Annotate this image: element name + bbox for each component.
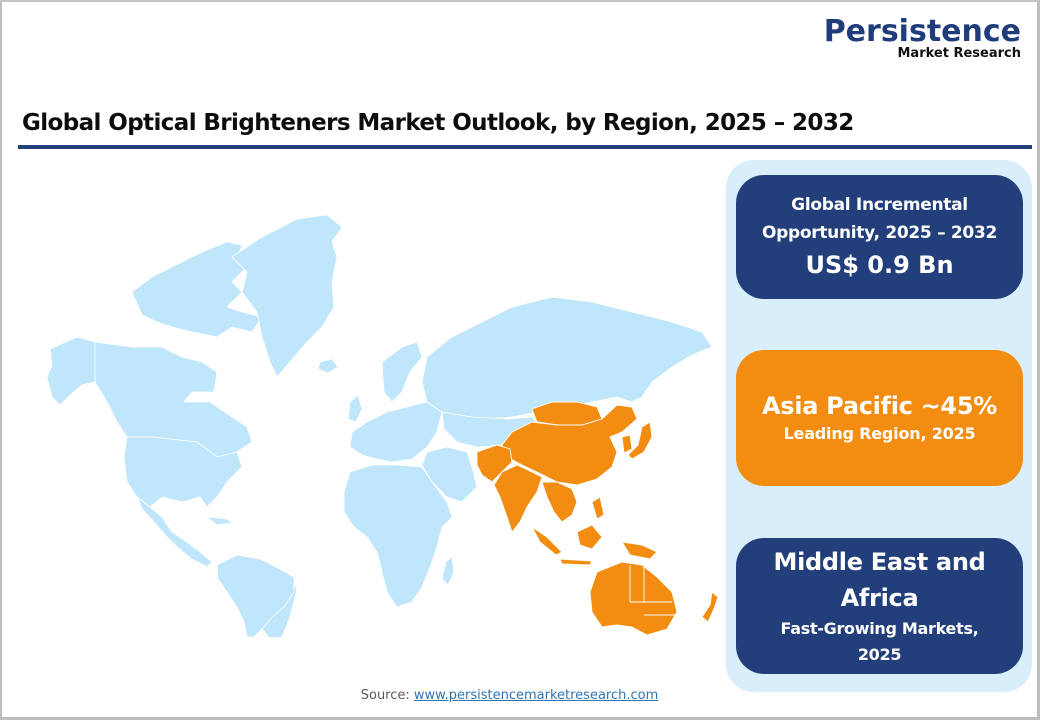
map-region-russia [421, 296, 713, 420]
map-region-new-guinea [621, 541, 658, 560]
logo-name: Persistence [823, 14, 1021, 49]
map-region-southeast-asia [541, 481, 578, 523]
leading-region-card: Asia Pacific ~45% Leading Region, 2025 [736, 350, 1023, 486]
source-prefix: Source: [360, 688, 414, 703]
map-region-australia [589, 561, 678, 636]
map-region-middle-east [421, 446, 478, 503]
incremental-opportunity-card: Global Incremental Opportunity, 2025 – 2… [736, 175, 1023, 299]
map-region-korea [621, 434, 633, 454]
map-region-scandinavia [381, 341, 423, 403]
map-region-java [559, 558, 593, 566]
logo-tagline: Market Research [897, 46, 1022, 61]
source-note: Source: www.persistencemarketresearch.co… [2, 688, 1017, 703]
map-region-mexico [136, 495, 213, 568]
map-region-uk [347, 394, 363, 423]
map-region-philippines [591, 496, 605, 520]
map-region-india [493, 464, 543, 533]
title-divider [18, 145, 1032, 149]
card-label: 2025 [857, 645, 902, 664]
map-region-caribbean [205, 516, 233, 526]
map-region-canada [94, 341, 253, 458]
map-region-china [501, 404, 638, 486]
map-region-iceland [317, 358, 339, 374]
map-region-alaska [46, 336, 96, 406]
map-region-mongolia [531, 401, 603, 426]
map-region-south-america-body [216, 554, 295, 637]
map-region-sumatra [531, 526, 563, 556]
page-title: Global Optical Brighteners Market Outloo… [22, 110, 854, 136]
source-link[interactable]: www.persistencemarketresearch.com [413, 688, 659, 703]
world-map [46, 214, 719, 637]
map-region-japan [627, 421, 653, 460]
map-region-borneo [576, 524, 603, 550]
card-label: Fast-Growing Markets, [780, 619, 979, 638]
card-value: US$ 0.9 Bn [805, 251, 954, 279]
map-region-arctic-islands [131, 241, 263, 338]
card-value: Africa [840, 584, 919, 612]
map-region-new-zealand [701, 591, 719, 623]
map-region-europe [349, 401, 443, 463]
fast-growing-market-card: Middle East and Africa Fast-Growing Mark… [736, 538, 1023, 674]
card-value: Middle East and [773, 548, 986, 576]
card-label: Leading Region, 2025 [783, 424, 976, 443]
card-value: Asia Pacific ~45% [762, 392, 997, 420]
map-region-usa [123, 436, 243, 508]
map-region-africa [343, 464, 453, 608]
company-logo: Persistence Market Research [824, 16, 1021, 61]
card-label: Opportunity, 2025 – 2032 [761, 223, 998, 243]
map-region-greenland [231, 214, 343, 378]
map-region-madagascar [441, 556, 455, 586]
card-label: Global Incremental [791, 195, 968, 215]
